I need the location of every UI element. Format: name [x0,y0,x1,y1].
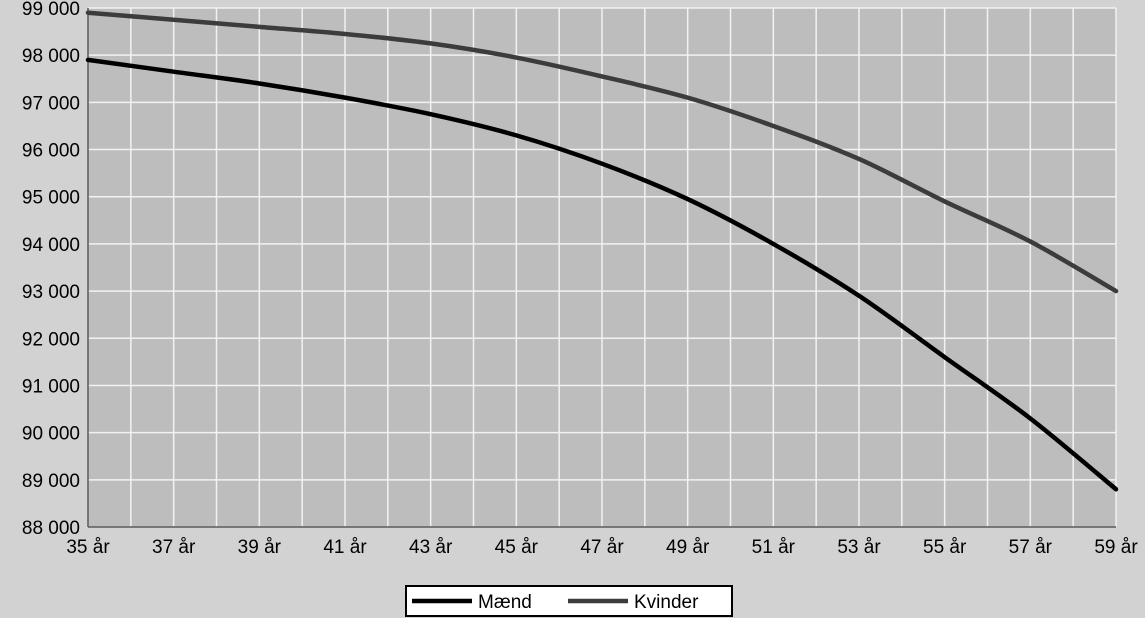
y-axis-tick-labels: 88 000 89 000 90 000 91 000 92 000 93 000 94 0… [22,0,80,539]
legend-label-maend: Mænd [478,592,532,613]
y-tick-label: 88 000 [22,518,80,539]
y-tick-label: 91 000 [22,376,80,397]
y-tick-label: 94 000 [22,235,80,256]
legend: Mænd Kvinder [406,586,732,616]
y-tick-label: 99 000 [22,0,80,20]
legend-label-kvinder: Kvinder [634,592,699,613]
x-tick-label: 53 år [837,537,881,558]
x-tick-label: 43 år [409,537,453,558]
y-tick-label: 92 000 [22,329,80,350]
x-tick-label: 47 år [580,537,624,558]
x-tick-label: 45 år [495,537,539,558]
x-tick-label: 37 år [152,537,196,558]
x-tick-label: 59 år [1094,537,1138,558]
y-tick-label: 93 000 [22,282,80,303]
y-tick-label: 97 000 [22,93,80,114]
y-tick-label: 96 000 [22,141,80,162]
y-tick-label: 90 000 [22,424,80,445]
x-tick-label: 57 år [1009,537,1053,558]
x-tick-label: 39 år [238,537,282,558]
x-tick-label: 49 år [666,537,710,558]
x-tick-label: 35 år [66,537,110,558]
x-tick-label: 55 år [923,537,967,558]
y-tick-label: 95 000 [22,188,80,209]
x-axis-tick-labels: 35 år 37 år 39 år 41 år 43 år 45 år 47 år 49 år… [66,537,1138,558]
y-tick-label: 89 000 [22,471,80,492]
x-tick-label: 41 år [323,537,367,558]
y-tick-label: 98 000 [22,46,80,67]
x-tick-label: 51 år [752,537,796,558]
